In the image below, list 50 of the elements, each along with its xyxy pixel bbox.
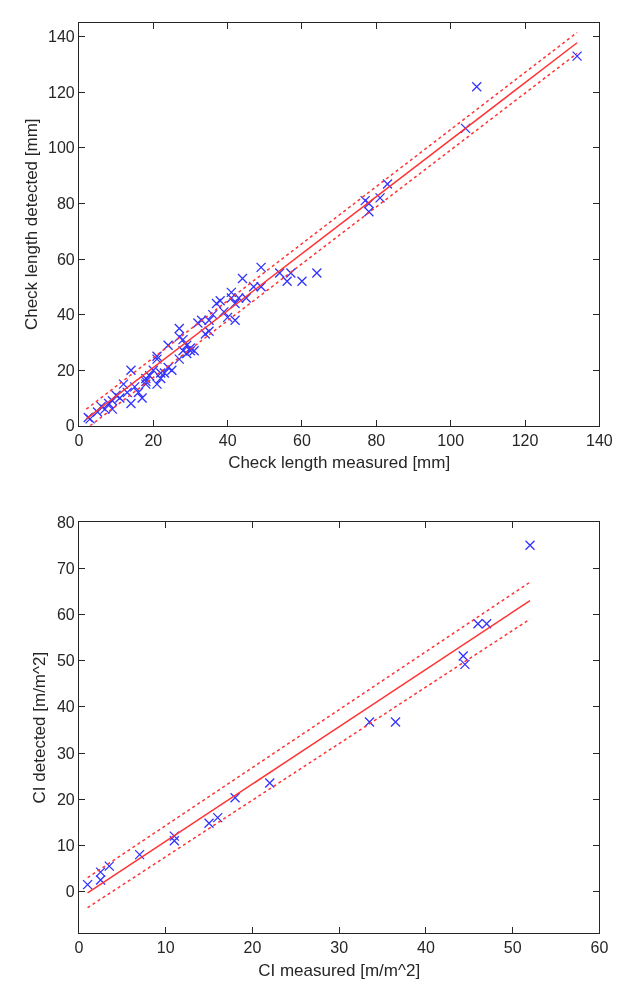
point: [134, 849, 145, 860]
y-tick-label: 20: [56, 361, 75, 379]
x-tick-label: 50: [503, 939, 522, 957]
point: [82, 879, 93, 890]
point: [95, 866, 106, 878]
y-tick-label: 50: [56, 652, 75, 670]
x-tick-label: 20: [144, 432, 163, 450]
point: [169, 830, 180, 842]
y-tick-label: 60: [56, 250, 75, 268]
y-tick-label: 80: [56, 513, 75, 531]
y-tick-label: 60: [56, 606, 75, 624]
x-tick-label: 80: [367, 432, 386, 450]
point: [264, 777, 275, 789]
y-tick-label: 0: [65, 417, 75, 435]
x-tick-label: 10: [156, 939, 175, 957]
y-tick-label: 0: [65, 883, 75, 901]
point: [229, 792, 241, 803]
x-tick-label: 60: [293, 432, 311, 450]
x-axis-title: CI measured [m/m^2]: [258, 960, 421, 980]
point: [95, 874, 106, 886]
y-tick-label: 80: [56, 195, 75, 213]
y-axis-title: Check length detected [mm]: [21, 118, 41, 331]
x-tick-label: 20: [243, 939, 262, 957]
point: [458, 650, 469, 662]
y-axis-title: CI detected [m/m^2]: [30, 651, 50, 804]
x-tick-label: 40: [417, 939, 435, 957]
x-tick-label: 60: [590, 939, 609, 957]
point: [203, 818, 215, 829]
point: [390, 716, 401, 728]
point: [169, 835, 180, 846]
y-tick-label: 10: [56, 836, 75, 854]
x-tick-label: 30: [330, 939, 349, 957]
x-tick-label: 40: [218, 432, 237, 450]
point: [364, 716, 375, 728]
x-tick-label: 120: [511, 432, 539, 450]
point: [212, 812, 223, 823]
y-tick-label: 120: [48, 83, 75, 101]
y-tick-label: 140: [48, 28, 75, 46]
x-axis-title: Check length measured [mm]: [228, 453, 451, 473]
y-tick-label: 20: [56, 790, 75, 808]
x-tick-label: 100: [437, 432, 465, 450]
point: [459, 659, 471, 670]
y-tick-label: 40: [56, 698, 75, 716]
point: [524, 540, 536, 551]
y-tick-label: 70: [56, 559, 75, 577]
point: [104, 860, 115, 872]
y-tick-label: 100: [48, 139, 75, 157]
x-tick-label: 140: [586, 432, 613, 450]
y-tick-label: 30: [56, 744, 75, 762]
y-tick-label: 40: [56, 306, 75, 324]
